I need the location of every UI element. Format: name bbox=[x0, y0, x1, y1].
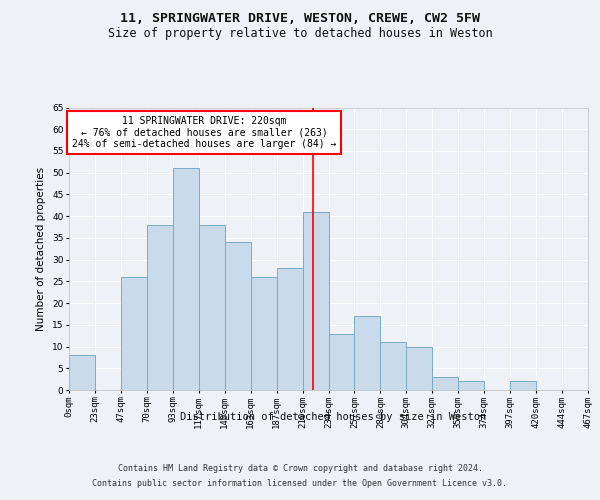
Y-axis label: Number of detached properties: Number of detached properties bbox=[37, 166, 46, 331]
Bar bbox=[225, 242, 251, 390]
Bar bbox=[173, 168, 199, 390]
Bar bbox=[406, 346, 432, 390]
Bar bbox=[458, 382, 484, 390]
Text: Distribution of detached houses by size in Weston: Distribution of detached houses by size … bbox=[180, 412, 486, 422]
Bar bbox=[302, 212, 329, 390]
Text: Size of property relative to detached houses in Weston: Size of property relative to detached ho… bbox=[107, 28, 493, 40]
Bar bbox=[277, 268, 302, 390]
Text: Contains HM Land Registry data © Crown copyright and database right 2024.: Contains HM Land Registry data © Crown c… bbox=[118, 464, 482, 473]
Bar bbox=[355, 316, 380, 390]
Bar bbox=[433, 377, 458, 390]
Bar bbox=[69, 355, 95, 390]
Bar bbox=[510, 382, 536, 390]
Bar bbox=[380, 342, 406, 390]
Bar bbox=[199, 225, 224, 390]
Bar bbox=[251, 277, 277, 390]
Text: 11, SPRINGWATER DRIVE, WESTON, CREWE, CW2 5FW: 11, SPRINGWATER DRIVE, WESTON, CREWE, CW… bbox=[120, 12, 480, 26]
Bar bbox=[121, 277, 147, 390]
Text: Contains public sector information licensed under the Open Government Licence v3: Contains public sector information licen… bbox=[92, 479, 508, 488]
Bar bbox=[329, 334, 355, 390]
Bar bbox=[147, 225, 173, 390]
Text: 11 SPRINGWATER DRIVE: 220sqm
← 76% of detached houses are smaller (263)
24% of s: 11 SPRINGWATER DRIVE: 220sqm ← 76% of de… bbox=[72, 116, 336, 150]
